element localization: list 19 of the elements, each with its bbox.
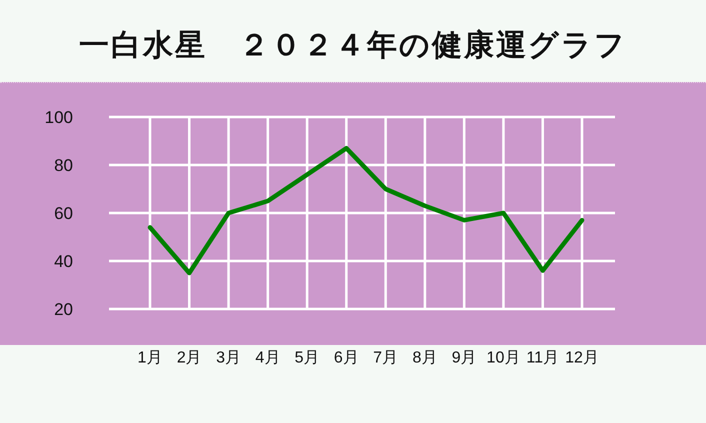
x-tick-label: 10月 bbox=[486, 349, 520, 366]
x-tick-label: 5月 bbox=[294, 349, 320, 366]
y-tick-label: 20 bbox=[54, 300, 73, 320]
x-tick-label: 9月 bbox=[452, 349, 477, 366]
y-tick-label: 80 bbox=[54, 156, 73, 176]
x-tick-label: 8月 bbox=[412, 349, 438, 366]
x-tick-label: 1月 bbox=[138, 349, 162, 366]
x-tick-label: 7月 bbox=[373, 349, 398, 366]
y-tick-label: 100 bbox=[44, 108, 73, 128]
x-tick-label: 3月 bbox=[216, 349, 241, 366]
x-tick-label: 11月 bbox=[526, 349, 560, 366]
chart-title: 一白水星 ２０２４年の健康運グラフ bbox=[78, 27, 628, 65]
x-tick-label: 12月 bbox=[565, 349, 599, 366]
x-tick-label: 6月 bbox=[334, 349, 359, 366]
y-tick-label: 40 bbox=[54, 252, 73, 272]
x-tick-label: 2月 bbox=[176, 349, 202, 366]
y-tick-label: 60 bbox=[54, 204, 73, 224]
line-series bbox=[148, 146, 584, 276]
x-tick-label: 4月 bbox=[255, 349, 280, 366]
